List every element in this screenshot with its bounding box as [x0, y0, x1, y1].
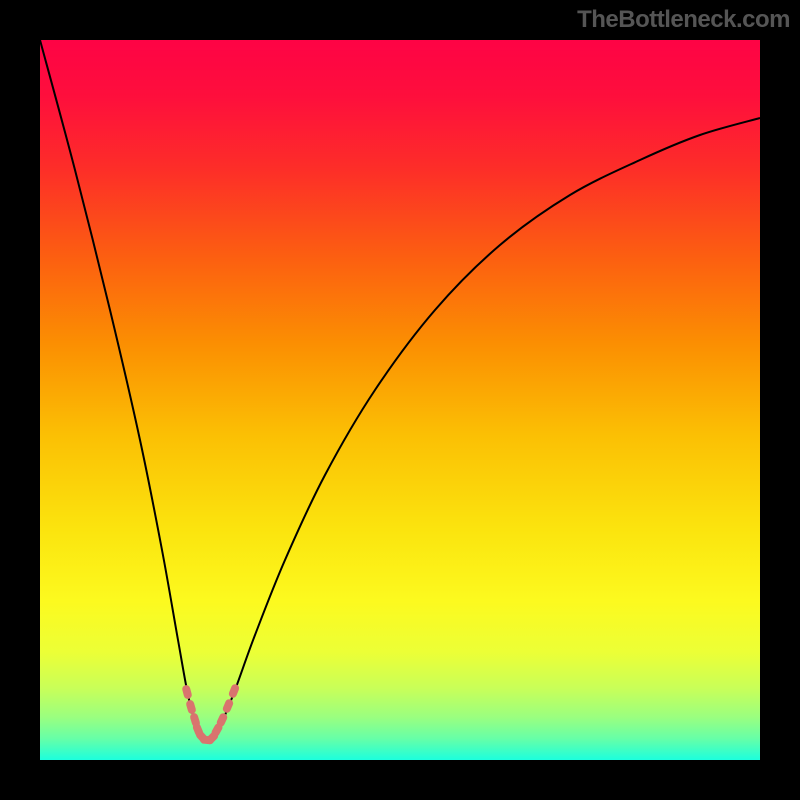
plot-area-gradient	[40, 40, 760, 760]
chart-svg	[0, 0, 800, 800]
highlight-dot	[227, 703, 229, 709]
highlight-dot	[186, 689, 188, 695]
watermark-text: TheBottleneck.com	[577, 6, 790, 34]
highlight-dot	[221, 717, 223, 722]
highlight-dot	[210, 736, 214, 740]
highlight-dot	[216, 727, 219, 732]
chart-container: TheBottleneck.com	[0, 0, 800, 800]
highlight-dot	[194, 717, 196, 723]
highlight-dot	[233, 688, 235, 694]
highlight-dot	[190, 704, 192, 710]
